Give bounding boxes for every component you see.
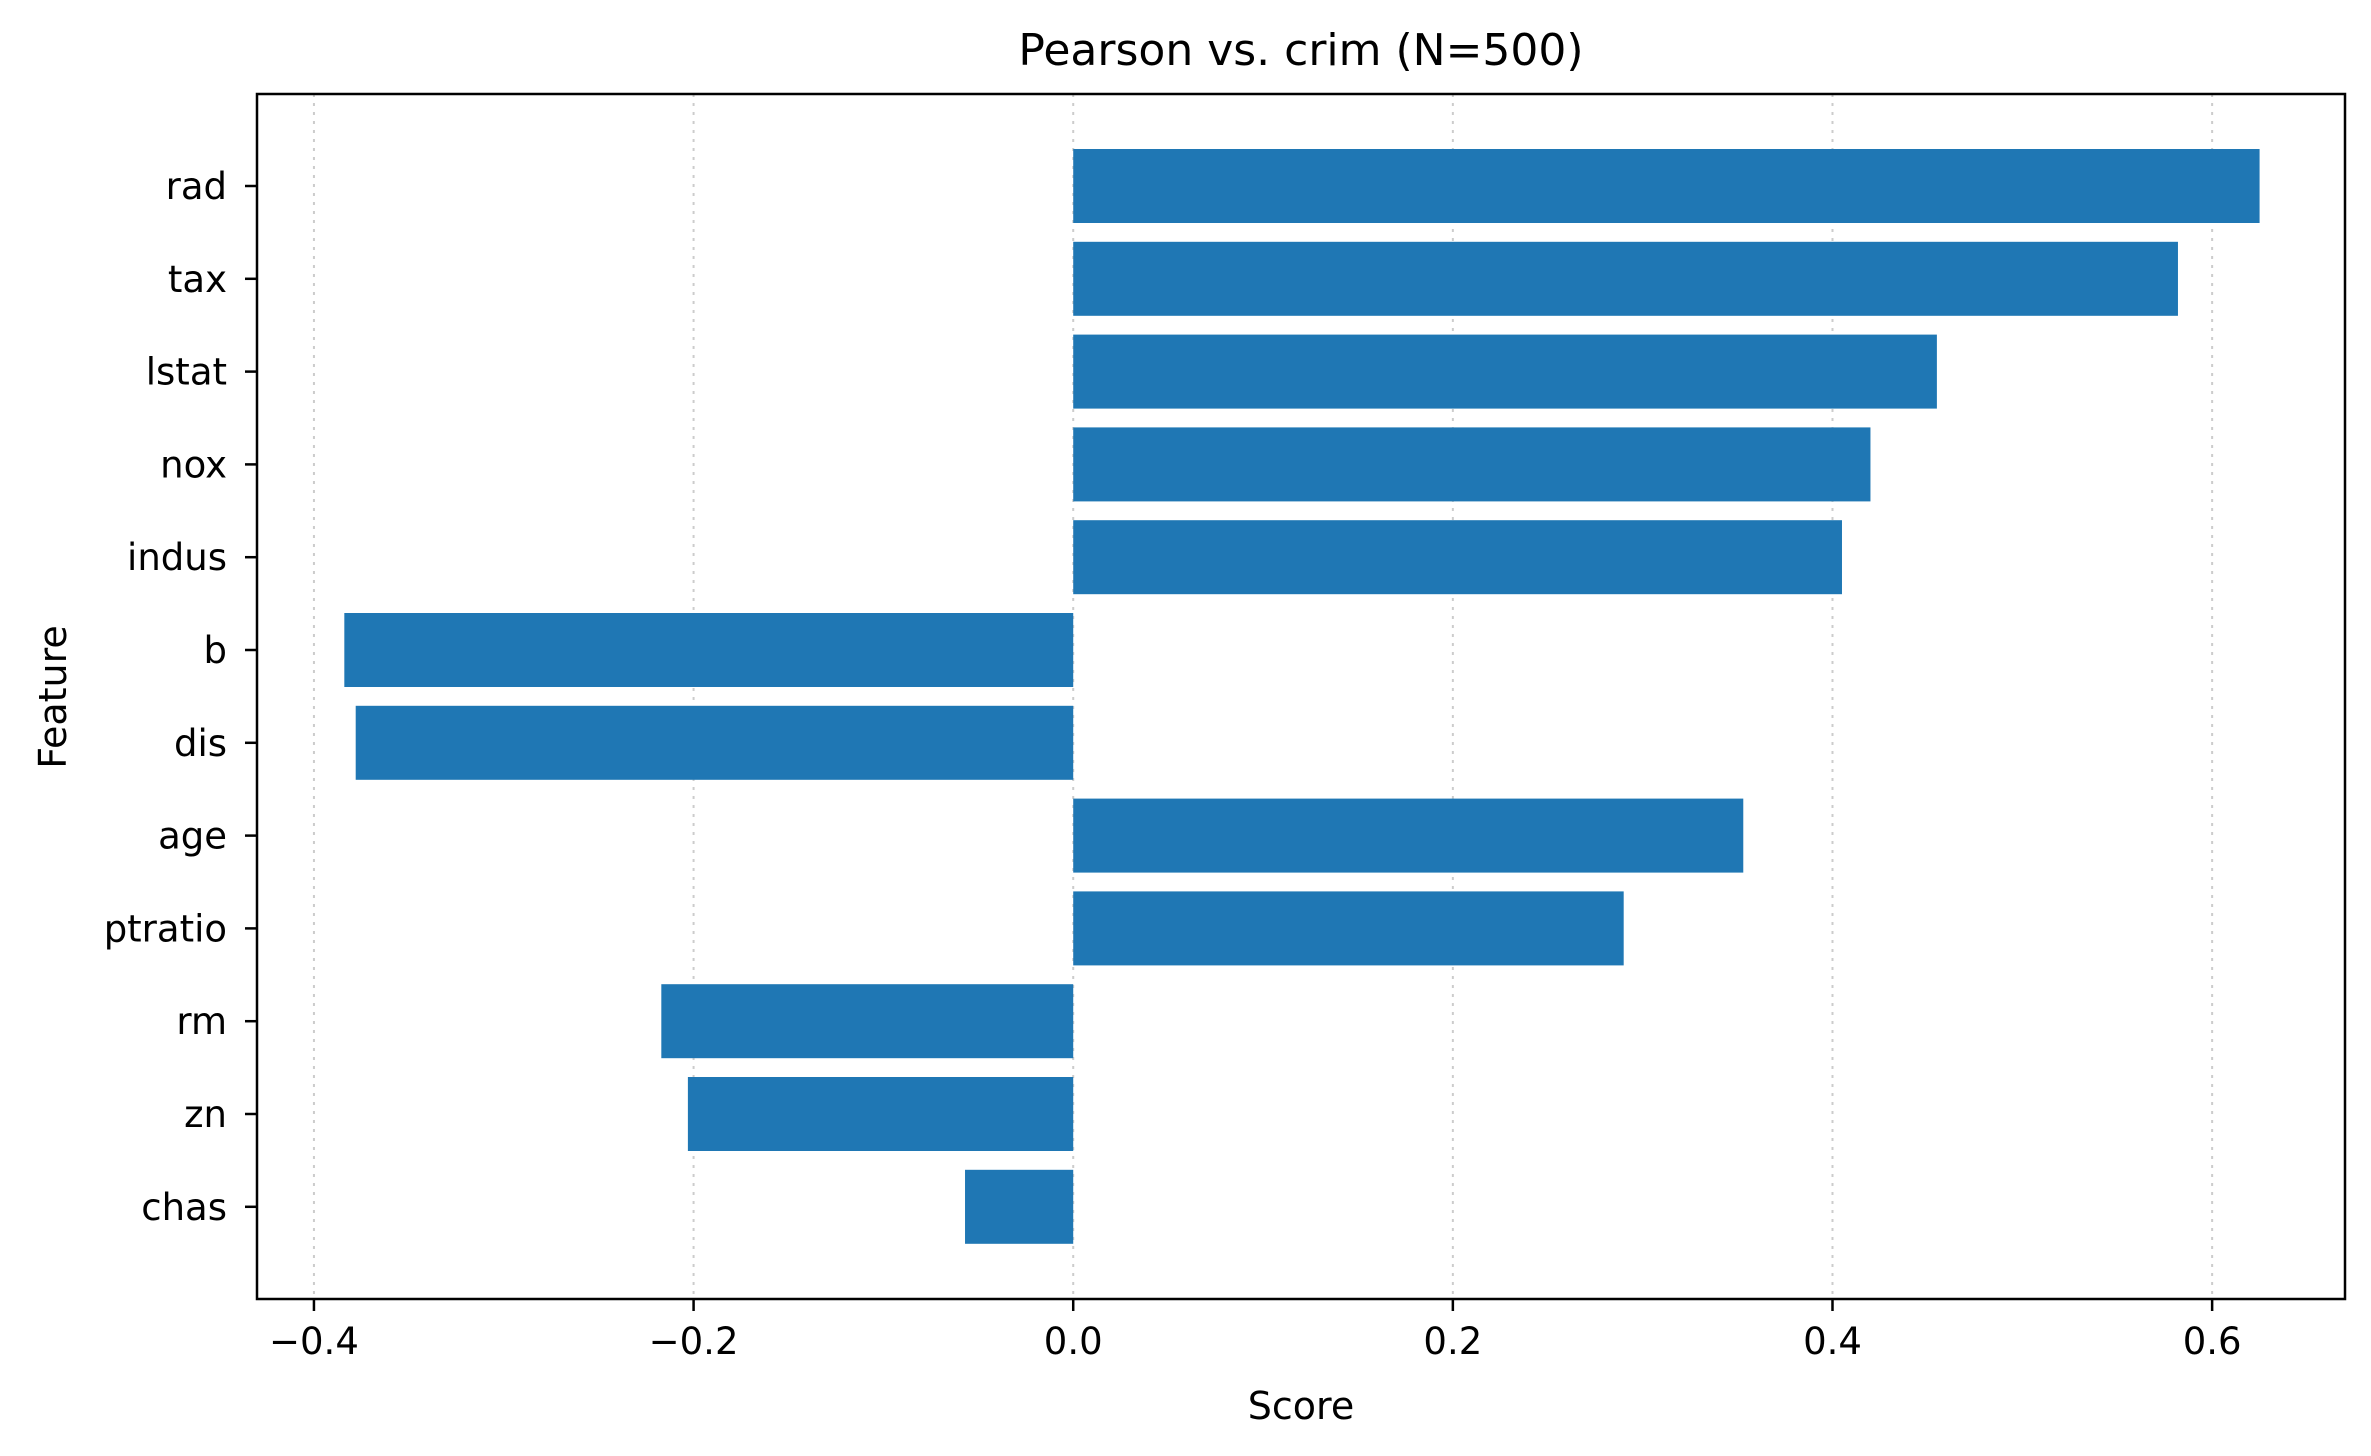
y-tick-label-lstat: lstat [146,351,227,394]
y-tick-label-age: age [158,815,227,858]
y-tick-label-dis: dis [174,722,227,765]
bar-b [344,613,1074,687]
x-tick-label: 0.2 [1423,1320,1482,1363]
y-tick-label-ptratio: ptratio [104,907,227,950]
bar-rad [1073,149,2260,223]
bar-rm [661,984,1074,1059]
bar-age [1073,798,1744,873]
x-tick-label: 0.6 [2183,1320,2242,1363]
x-axis-label: Score [1248,1384,1354,1428]
y-tick-label-nox: nox [160,443,227,486]
y-tick-label-indus: indus [127,536,227,579]
y-axis-label: Feature [31,625,75,769]
bar-zn [687,1077,1074,1151]
x-tick-label: 0.4 [1803,1320,1862,1363]
y-tick-label-tax: tax [168,258,227,301]
y-tick-label-b: b [204,629,228,672]
bar-tax [1073,241,2178,316]
plot-area-frame [255,92,2347,1301]
x-axis-ticks: −0.4 −0.2 0.0 0.2 0.4 0.6 [269,1299,2242,1363]
y-tick-label-chas: chas [141,1186,227,1229]
x-tick-label: 0.0 [1044,1320,1103,1363]
bars-layer [344,149,2260,1244]
bar-chas [965,1169,1074,1244]
y-tick-label-zn: zn [184,1093,227,1136]
x-tick-label: −0.2 [649,1320,739,1363]
bar-dis [355,705,1074,780]
y-tick-label-rad: rad [166,165,227,208]
bar-nox [1073,427,1871,502]
y-axis-ticks: rad tax lstat nox indus b dis age ptratio rm zn cha… [104,165,257,1229]
bar-lstat [1073,334,1937,409]
bar-ptratio [1073,891,1624,966]
chart-title: Pearson vs. crim (N=500) [1018,25,1583,76]
y-tick-label-rm: rm [176,1000,227,1043]
x-tick-label: −0.4 [269,1320,359,1363]
bar-indus [1073,520,1842,595]
